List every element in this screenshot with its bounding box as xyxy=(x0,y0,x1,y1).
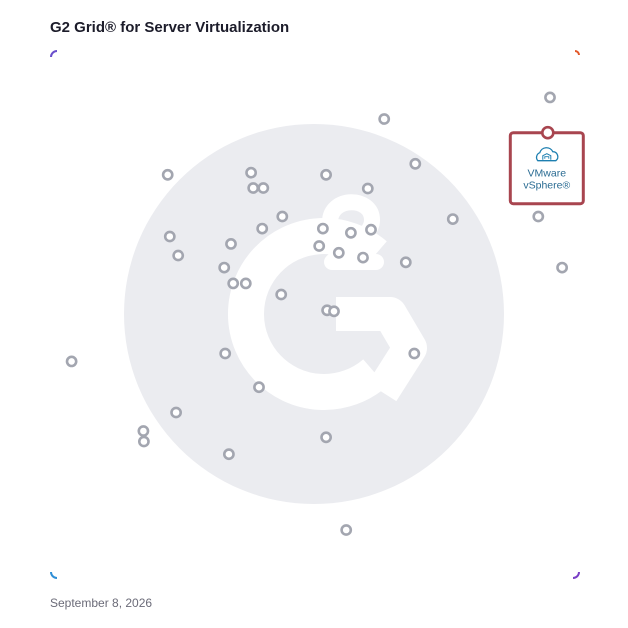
footer-date: September 8, 2026 xyxy=(50,596,153,610)
product-dot[interactable] xyxy=(332,246,345,259)
product-dot[interactable] xyxy=(239,277,252,290)
product-dot[interactable] xyxy=(320,431,332,444)
chart-title: G2 Grid® for Server Virtualization xyxy=(50,19,290,36)
product-dot[interactable] xyxy=(361,182,374,195)
product-dot[interactable] xyxy=(357,251,369,264)
product-dot[interactable] xyxy=(225,237,237,250)
g2-watermark xyxy=(124,124,504,504)
product-dot[interactable] xyxy=(218,261,231,274)
product-dot[interactable] xyxy=(256,222,269,235)
product-dot[interactable] xyxy=(313,240,326,252)
product-dot[interactable] xyxy=(275,288,288,301)
product-dot[interactable] xyxy=(65,355,78,368)
product-dot[interactable] xyxy=(172,249,185,262)
product-dot[interactable] xyxy=(276,210,289,223)
product-dot[interactable] xyxy=(257,182,270,194)
product-dot[interactable] xyxy=(409,157,422,170)
product-dot[interactable] xyxy=(446,213,459,225)
product-dots xyxy=(65,91,568,536)
product-dot[interactable] xyxy=(245,166,257,179)
product-dot[interactable] xyxy=(227,277,240,290)
product-dot[interactable] xyxy=(316,222,329,235)
highlight-label-line2: vSphere® xyxy=(523,180,570,192)
product-dot[interactable] xyxy=(137,425,150,437)
product-dot[interactable] xyxy=(344,226,357,239)
product-dot[interactable] xyxy=(170,406,182,419)
product-dot[interactable] xyxy=(328,305,340,318)
product-dot[interactable] xyxy=(340,524,353,536)
product-dot[interactable] xyxy=(163,230,176,243)
product-dot[interactable] xyxy=(399,256,412,269)
product-dot[interactable] xyxy=(532,210,545,223)
product-dot[interactable] xyxy=(408,347,421,360)
product-dot[interactable] xyxy=(247,182,260,194)
highlight-dot[interactable] xyxy=(540,125,555,140)
product-dot[interactable] xyxy=(556,261,568,274)
product-dot[interactable] xyxy=(253,381,265,394)
vsphere-cloud-icon xyxy=(535,147,559,162)
product-dot[interactable] xyxy=(320,168,332,181)
product-dot[interactable] xyxy=(161,168,174,181)
product-dot[interactable] xyxy=(544,91,556,104)
product-dot[interactable] xyxy=(365,223,377,236)
highlight-callout[interactable]: VMware vSphere® xyxy=(508,125,585,206)
product-dot[interactable] xyxy=(137,435,150,448)
product-dot[interactable] xyxy=(219,347,232,360)
highlight-label-line1: VMware xyxy=(528,168,567,180)
product-dot[interactable] xyxy=(378,113,391,125)
product-dot[interactable] xyxy=(222,448,235,461)
